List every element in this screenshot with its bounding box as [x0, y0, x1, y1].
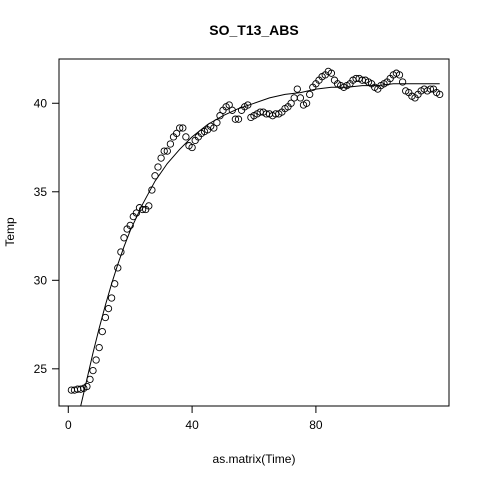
data-point [302, 99, 311, 107]
y-axis-label: Temp [3, 217, 17, 247]
data-point [145, 202, 153, 210]
data-point [182, 133, 190, 141]
data-point [163, 147, 171, 155]
data-point [86, 375, 94, 384]
data-point [231, 115, 240, 123]
y-tick-label: 40 [34, 96, 48, 110]
x-axis: 0 40 80 [65, 405, 323, 432]
y-axis: 25 30 35 40 [34, 96, 60, 376]
data-point [234, 115, 243, 123]
data-point [293, 85, 301, 93]
data-point [290, 94, 298, 102]
y-tick-label: 25 [34, 362, 48, 376]
data-point [244, 101, 252, 109]
data-point [213, 119, 221, 127]
fit-curve-group [80, 83, 440, 407]
data-point [126, 221, 134, 230]
data-point [111, 280, 119, 288]
data-point [138, 205, 147, 214]
data-point [327, 69, 336, 77]
data-point [98, 327, 106, 336]
data-point [154, 163, 162, 171]
data-point [132, 209, 141, 217]
data-point [172, 129, 181, 138]
data-point [95, 343, 103, 352]
data-point [120, 234, 128, 242]
data-point [104, 304, 113, 313]
data-point [101, 313, 110, 322]
data-point [148, 186, 156, 194]
data-point [114, 264, 122, 272]
x-tick-label: 0 [65, 418, 72, 432]
y-tick-label: 30 [34, 273, 48, 287]
chart-title: SO_T13_ABS [209, 22, 298, 38]
data-point [398, 78, 407, 86]
x-tick-label: 80 [309, 418, 323, 432]
data-point [107, 294, 116, 302]
data-points [67, 67, 444, 394]
data-point [160, 147, 168, 155]
data-point [306, 90, 314, 99]
data-point [89, 366, 97, 375]
fit-curve-line [80, 83, 440, 407]
data-point [210, 124, 218, 132]
data-point [77, 385, 85, 393]
data-point [151, 172, 159, 180]
data-point [188, 143, 196, 152]
data-point [436, 90, 444, 99]
y-tick-label: 35 [34, 185, 48, 199]
data-point [83, 382, 91, 391]
data-point [92, 356, 100, 364]
data-point [426, 85, 435, 93]
data-point [157, 154, 165, 162]
data-point [228, 106, 236, 114]
data-point [179, 124, 187, 132]
x-axis-label: as.matrix(Time) [213, 452, 296, 466]
data-point [176, 124, 184, 132]
data-point [225, 101, 233, 109]
data-point [166, 140, 175, 148]
data-point [395, 71, 404, 79]
data-point [296, 94, 305, 102]
plot-box [58, 58, 450, 407]
data-point [216, 112, 224, 120]
x-tick-label: 40 [185, 418, 199, 432]
data-point [287, 99, 295, 107]
data-point [117, 248, 125, 256]
